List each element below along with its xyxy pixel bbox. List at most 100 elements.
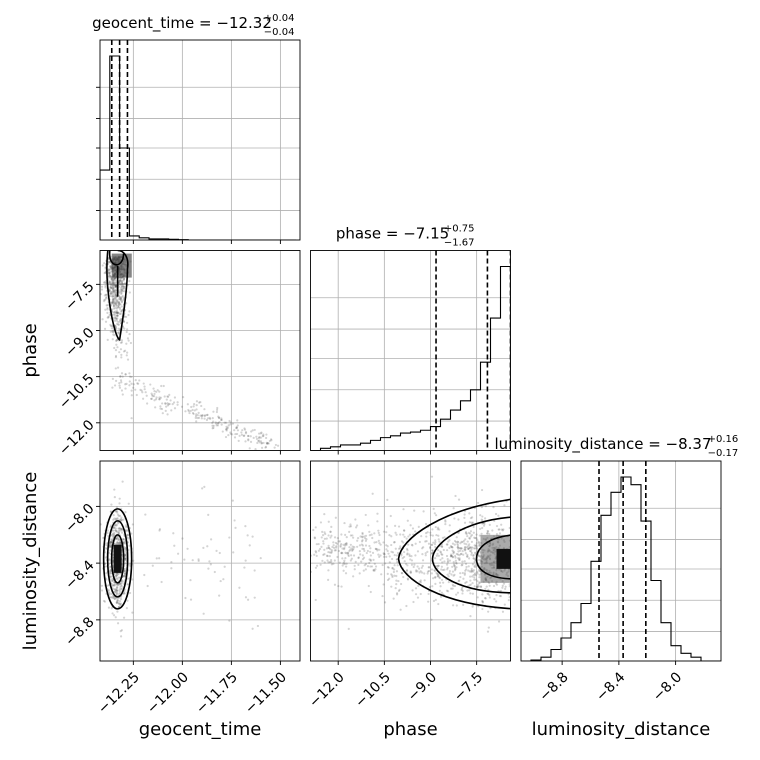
scatter-point bbox=[111, 283, 114, 287]
scatter-point bbox=[232, 551, 235, 554]
scatter-point bbox=[119, 582, 122, 585]
scatter-point bbox=[119, 604, 122, 607]
scatter-point bbox=[423, 579, 426, 582]
scatter-point bbox=[329, 530, 332, 533]
scatter-point bbox=[122, 285, 125, 288]
scatter-point bbox=[317, 549, 321, 552]
contour-line bbox=[110, 534, 125, 584]
x-tick-label: −7.5 bbox=[451, 669, 486, 704]
scatter-point bbox=[113, 517, 116, 520]
scatter-point bbox=[118, 320, 122, 323]
scatter-point bbox=[196, 416, 199, 420]
scatter-point bbox=[112, 300, 115, 303]
scatter-point bbox=[115, 298, 118, 301]
scatter-point bbox=[334, 516, 337, 519]
scatter-point bbox=[468, 543, 471, 546]
scatter-point bbox=[115, 339, 118, 342]
scatter-point bbox=[224, 421, 228, 424]
scatter-point bbox=[354, 560, 357, 563]
scatter-point bbox=[260, 431, 263, 434]
scatter-point bbox=[118, 514, 122, 517]
scatter-point bbox=[286, 514, 288, 516]
scatter-point bbox=[466, 540, 469, 543]
scatter-point bbox=[369, 550, 372, 553]
title-minus: −0.04 bbox=[264, 27, 295, 38]
scatter-point bbox=[114, 583, 117, 586]
scatter-point bbox=[359, 553, 362, 556]
scatter-point bbox=[213, 570, 216, 574]
scatter-point bbox=[121, 480, 124, 483]
scatter-point bbox=[336, 555, 339, 559]
scatter-point bbox=[111, 584, 115, 587]
scatter-point bbox=[126, 533, 129, 536]
scatter-point bbox=[243, 434, 246, 437]
scatter-point bbox=[156, 389, 159, 392]
scatter-point bbox=[111, 287, 114, 290]
scatter-point bbox=[118, 588, 121, 591]
scatter-point bbox=[114, 537, 118, 540]
scatter-point bbox=[477, 585, 481, 588]
scatter-point bbox=[273, 446, 276, 449]
scatter-point bbox=[120, 301, 124, 304]
scatter-point bbox=[448, 572, 451, 575]
scatter-point bbox=[378, 541, 381, 545]
scatter-point bbox=[200, 404, 203, 408]
scatter-point bbox=[492, 584, 496, 588]
scatter-point bbox=[114, 517, 117, 520]
scatter-point bbox=[114, 367, 117, 370]
scatter-point bbox=[218, 551, 221, 555]
scatter-point bbox=[295, 567, 297, 569]
scatter-point bbox=[102, 536, 105, 540]
scatter-point bbox=[345, 562, 348, 565]
scatter-point bbox=[421, 547, 424, 550]
scatter-point bbox=[363, 535, 366, 538]
scatter-point bbox=[481, 607, 484, 611]
scatter-point bbox=[276, 444, 280, 447]
scatter-point bbox=[114, 307, 117, 310]
scatter-point bbox=[493, 598, 496, 601]
scatter-point bbox=[120, 291, 123, 294]
scatter-point bbox=[116, 589, 119, 592]
scatter-point bbox=[345, 543, 348, 546]
scatter-point bbox=[438, 577, 441, 580]
scatter-point bbox=[464, 532, 468, 535]
scatter-point bbox=[116, 517, 119, 520]
scatter-point bbox=[460, 564, 463, 567]
scatter-point bbox=[107, 268, 110, 271]
scatter-point bbox=[383, 553, 386, 556]
scatter-point bbox=[433, 569, 437, 572]
scatter-point bbox=[270, 569, 272, 571]
scatter-point bbox=[106, 304, 109, 307]
scatter-point bbox=[244, 596, 248, 599]
scatter-point bbox=[123, 287, 126, 290]
scatter-point bbox=[128, 591, 132, 595]
scatter-point bbox=[112, 277, 115, 280]
scatter-point bbox=[103, 281, 106, 284]
scatter-point bbox=[112, 533, 115, 536]
scatter-point bbox=[440, 545, 444, 548]
scatter-point bbox=[116, 311, 119, 314]
scatter-point bbox=[109, 294, 112, 297]
scatter-point bbox=[197, 416, 201, 419]
scatter-point bbox=[456, 540, 459, 543]
scatter-point bbox=[333, 583, 337, 586]
scatter-point bbox=[470, 553, 473, 556]
scatter-point bbox=[180, 405, 184, 408]
scatter-point bbox=[197, 558, 200, 561]
scatter-point bbox=[109, 524, 113, 527]
scatter-point bbox=[403, 555, 406, 559]
scatter-point bbox=[107, 271, 110, 274]
scatter-point bbox=[112, 282, 115, 285]
scatter-point bbox=[258, 435, 261, 439]
scatter-point bbox=[468, 521, 471, 524]
scatter-point bbox=[477, 540, 480, 543]
scatter-point bbox=[120, 280, 123, 283]
scatter-point bbox=[383, 601, 387, 604]
scatter-point bbox=[349, 523, 352, 526]
scatter-point bbox=[399, 533, 402, 536]
scatter-point bbox=[117, 280, 121, 283]
scatter-point bbox=[361, 535, 364, 538]
scatter-point bbox=[114, 510, 117, 513]
scatter-point bbox=[455, 562, 458, 565]
scatter-point bbox=[104, 282, 108, 285]
